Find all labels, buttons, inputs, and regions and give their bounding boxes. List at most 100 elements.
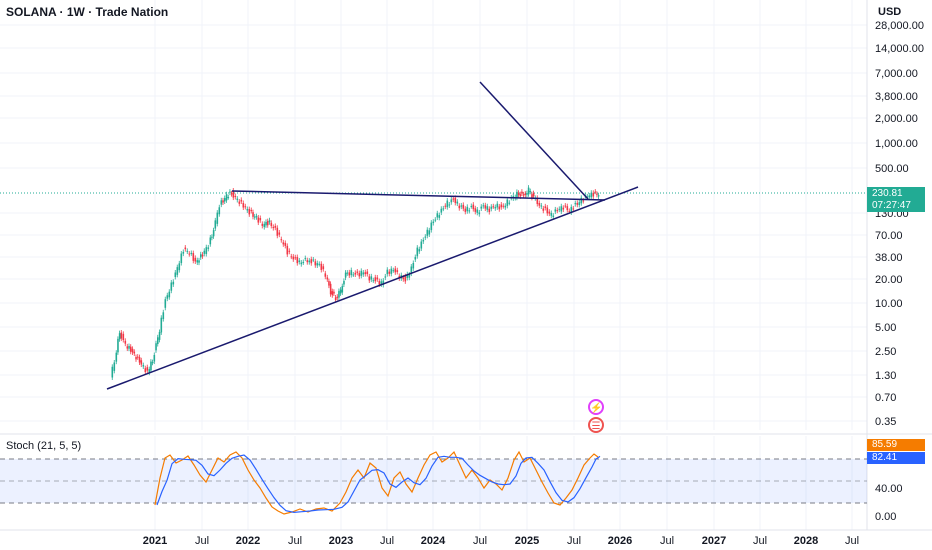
candle-body (426, 229, 429, 236)
candle-body (442, 208, 445, 210)
candle (146, 364, 149, 374)
candle (538, 200, 541, 209)
candle-body (574, 203, 577, 205)
bar-countdown: 07:27:47 (872, 200, 911, 211)
candle (556, 207, 559, 214)
candle-body (259, 217, 262, 221)
candle (448, 201, 451, 208)
candle (122, 331, 125, 343)
candle-body (117, 338, 119, 353)
price-tick-label: 0.70 (875, 392, 896, 404)
candle (334, 294, 337, 303)
trendlines (106, 81, 639, 390)
candle-body (529, 191, 532, 193)
horizontal-resistance-line (231, 190, 606, 201)
candle-body (550, 212, 553, 216)
candle (388, 269, 391, 277)
candle-body (252, 212, 254, 217)
candle (333, 289, 335, 297)
candle (506, 197, 509, 209)
us-flag-icon[interactable]: ☰ (588, 417, 604, 433)
candle-body (374, 277, 377, 282)
candle (390, 266, 393, 277)
candle-body (131, 348, 134, 353)
time-tick-label: 2026 (608, 535, 632, 547)
price-tick-label: 28,000.00 (875, 20, 924, 32)
candle (270, 220, 273, 229)
candle (209, 235, 212, 247)
candle-body (137, 356, 139, 358)
candle-body (546, 207, 549, 214)
candle (227, 194, 230, 200)
stoch-indicator-label[interactable]: Stoch (21, 5, 5) (6, 440, 82, 452)
candle-body (205, 247, 208, 255)
currency-label[interactable]: USD (878, 6, 902, 18)
candle-body (218, 207, 221, 215)
candle-body (582, 200, 585, 202)
ascending-support-line (106, 186, 639, 390)
candle-body (122, 333, 125, 341)
candle (324, 270, 327, 280)
candle (286, 243, 289, 257)
candle-body (554, 209, 557, 212)
candle (296, 254, 299, 266)
candle (544, 203, 547, 211)
candle-body (450, 199, 453, 203)
candle-body (306, 260, 309, 263)
candle-body (594, 191, 597, 193)
candle (320, 261, 323, 273)
candle-body (484, 205, 487, 209)
candle (588, 192, 591, 200)
candle (130, 344, 132, 355)
candle-body (474, 208, 477, 212)
candle (592, 190, 595, 199)
candle (364, 269, 367, 277)
stoch-tick-label: 40.00 (875, 483, 903, 495)
candle (252, 209, 254, 220)
candle-body (276, 227, 279, 236)
candle-body (308, 260, 311, 263)
candle (517, 190, 520, 198)
candle-body (302, 262, 305, 264)
symbol-title[interactable]: SOLANA · 1W · Trade Nation (6, 5, 169, 19)
candle-body (502, 205, 505, 207)
candle-body (111, 366, 114, 378)
candle-body (386, 269, 389, 275)
price-tick-label: 7,000.00 (875, 68, 918, 80)
candle (416, 245, 419, 259)
candle (521, 189, 523, 197)
candle-body (596, 193, 598, 195)
time-tick-label: Jul (753, 535, 767, 547)
candle (346, 270, 349, 276)
candle-body (142, 365, 145, 367)
candle-body (378, 281, 381, 285)
candle (259, 215, 262, 223)
candle (526, 190, 528, 198)
candle (436, 210, 439, 220)
candle (434, 217, 437, 223)
candle-body (384, 276, 387, 278)
dividend-icon[interactable]: ⚡ (588, 399, 604, 415)
candle-body (250, 210, 253, 212)
candle-body (225, 194, 228, 201)
candle (370, 273, 373, 283)
candle (576, 200, 579, 208)
candle-body (190, 252, 193, 254)
candle-body (176, 267, 179, 275)
candle-body (454, 197, 457, 203)
candle (300, 260, 303, 267)
candle-body (318, 263, 321, 265)
candle-body (140, 360, 143, 365)
candle (222, 197, 224, 206)
candle-body (368, 276, 371, 281)
candle (490, 204, 493, 212)
candle-body (504, 205, 507, 208)
candle (432, 219, 435, 226)
candle (476, 207, 479, 216)
candle (331, 288, 334, 298)
candle (350, 267, 353, 278)
candle-body (588, 195, 591, 198)
candle-body (488, 208, 491, 213)
time-tick-label: Jul (380, 535, 394, 547)
